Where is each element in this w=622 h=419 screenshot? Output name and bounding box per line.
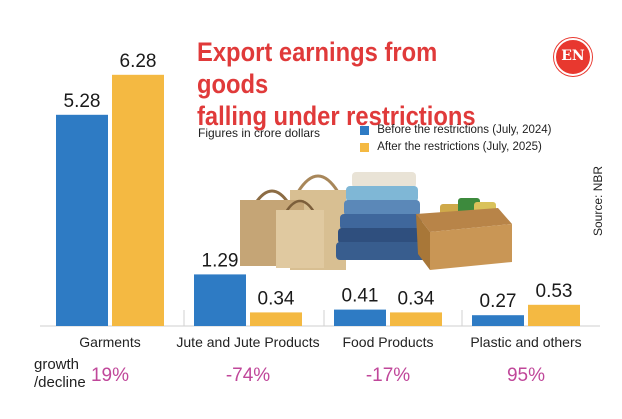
bar-after-1 [112,74,164,326]
growth-value-2: -74% [226,365,270,386]
data-label-before-3: 0.41 [342,286,379,307]
legend-item-before: Before the restrictions (July, 2024) [360,124,560,141]
legend: Before the restrictions (July, 2024) Aft… [360,124,560,158]
bars-group: 5.28 6.28 1.29 0.34 0.41 0.34 0.27 0.53 [56,51,580,326]
data-label-after-3: 0.34 [398,288,435,309]
data-label-after-2: 0.34 [258,288,295,309]
legend-swatch-after [360,142,369,152]
growth-value-3: -17% [366,365,410,386]
clothes-stack-illustration [336,172,426,260]
growth-values: 19% -74% -17% 95% [91,365,545,386]
en-logo-text: EN [561,48,585,64]
legend-item-after: After the restrictions (July, 2025) [360,141,560,158]
box-illustration [416,198,512,270]
bar-before-2 [194,274,246,326]
chart-subtitle: Figures in crore dollars [198,126,321,140]
growth-value-1: 19% [91,365,129,386]
growth-row-label: growth /decline [34,356,86,392]
bar-before-4 [472,315,524,326]
category-label-4: Plastic and others [470,334,581,350]
category-label-2: Jute and Jute Products [176,334,319,350]
en-logo: EN [554,38,592,76]
data-label-before-1: 5.28 [64,91,101,112]
bar-after-4 [528,304,580,326]
growth-value-4: 95% [507,365,545,386]
category-label-3: Food Products [342,334,433,350]
category-labels: Garments Jute and Jute Products Food Produ… [79,310,582,350]
bar-before-1 [56,114,108,326]
data-label-after-4: 0.53 [536,281,573,302]
chart-title-line-2: falling under restrictions [197,101,476,131]
legend-swatch-before [360,125,369,135]
chart-title-line-1: Export earnings from goods [197,37,438,99]
legend-label-before: Before the restrictions (July, 2024) [377,124,552,136]
bar-after-3 [390,312,442,326]
source-note: Source: NBR [591,165,605,236]
shopping-bags-illustration [240,174,346,270]
growth-label-line-2: /decline [34,374,86,391]
growth-label-line-1: growth [34,356,80,373]
category-label-1: Garments [79,334,140,350]
bar-before-3 [334,309,386,326]
chart-title: Export earnings from goods falling under… [197,36,496,132]
goods-illustration [240,172,512,270]
data-label-after-1: 6.28 [120,51,157,72]
data-label-before-2: 1.29 [202,250,239,271]
data-label-before-4: 0.27 [480,291,517,312]
bar-after-2 [250,312,302,326]
legend-label-after: After the restrictions (July, 2025) [377,141,542,153]
